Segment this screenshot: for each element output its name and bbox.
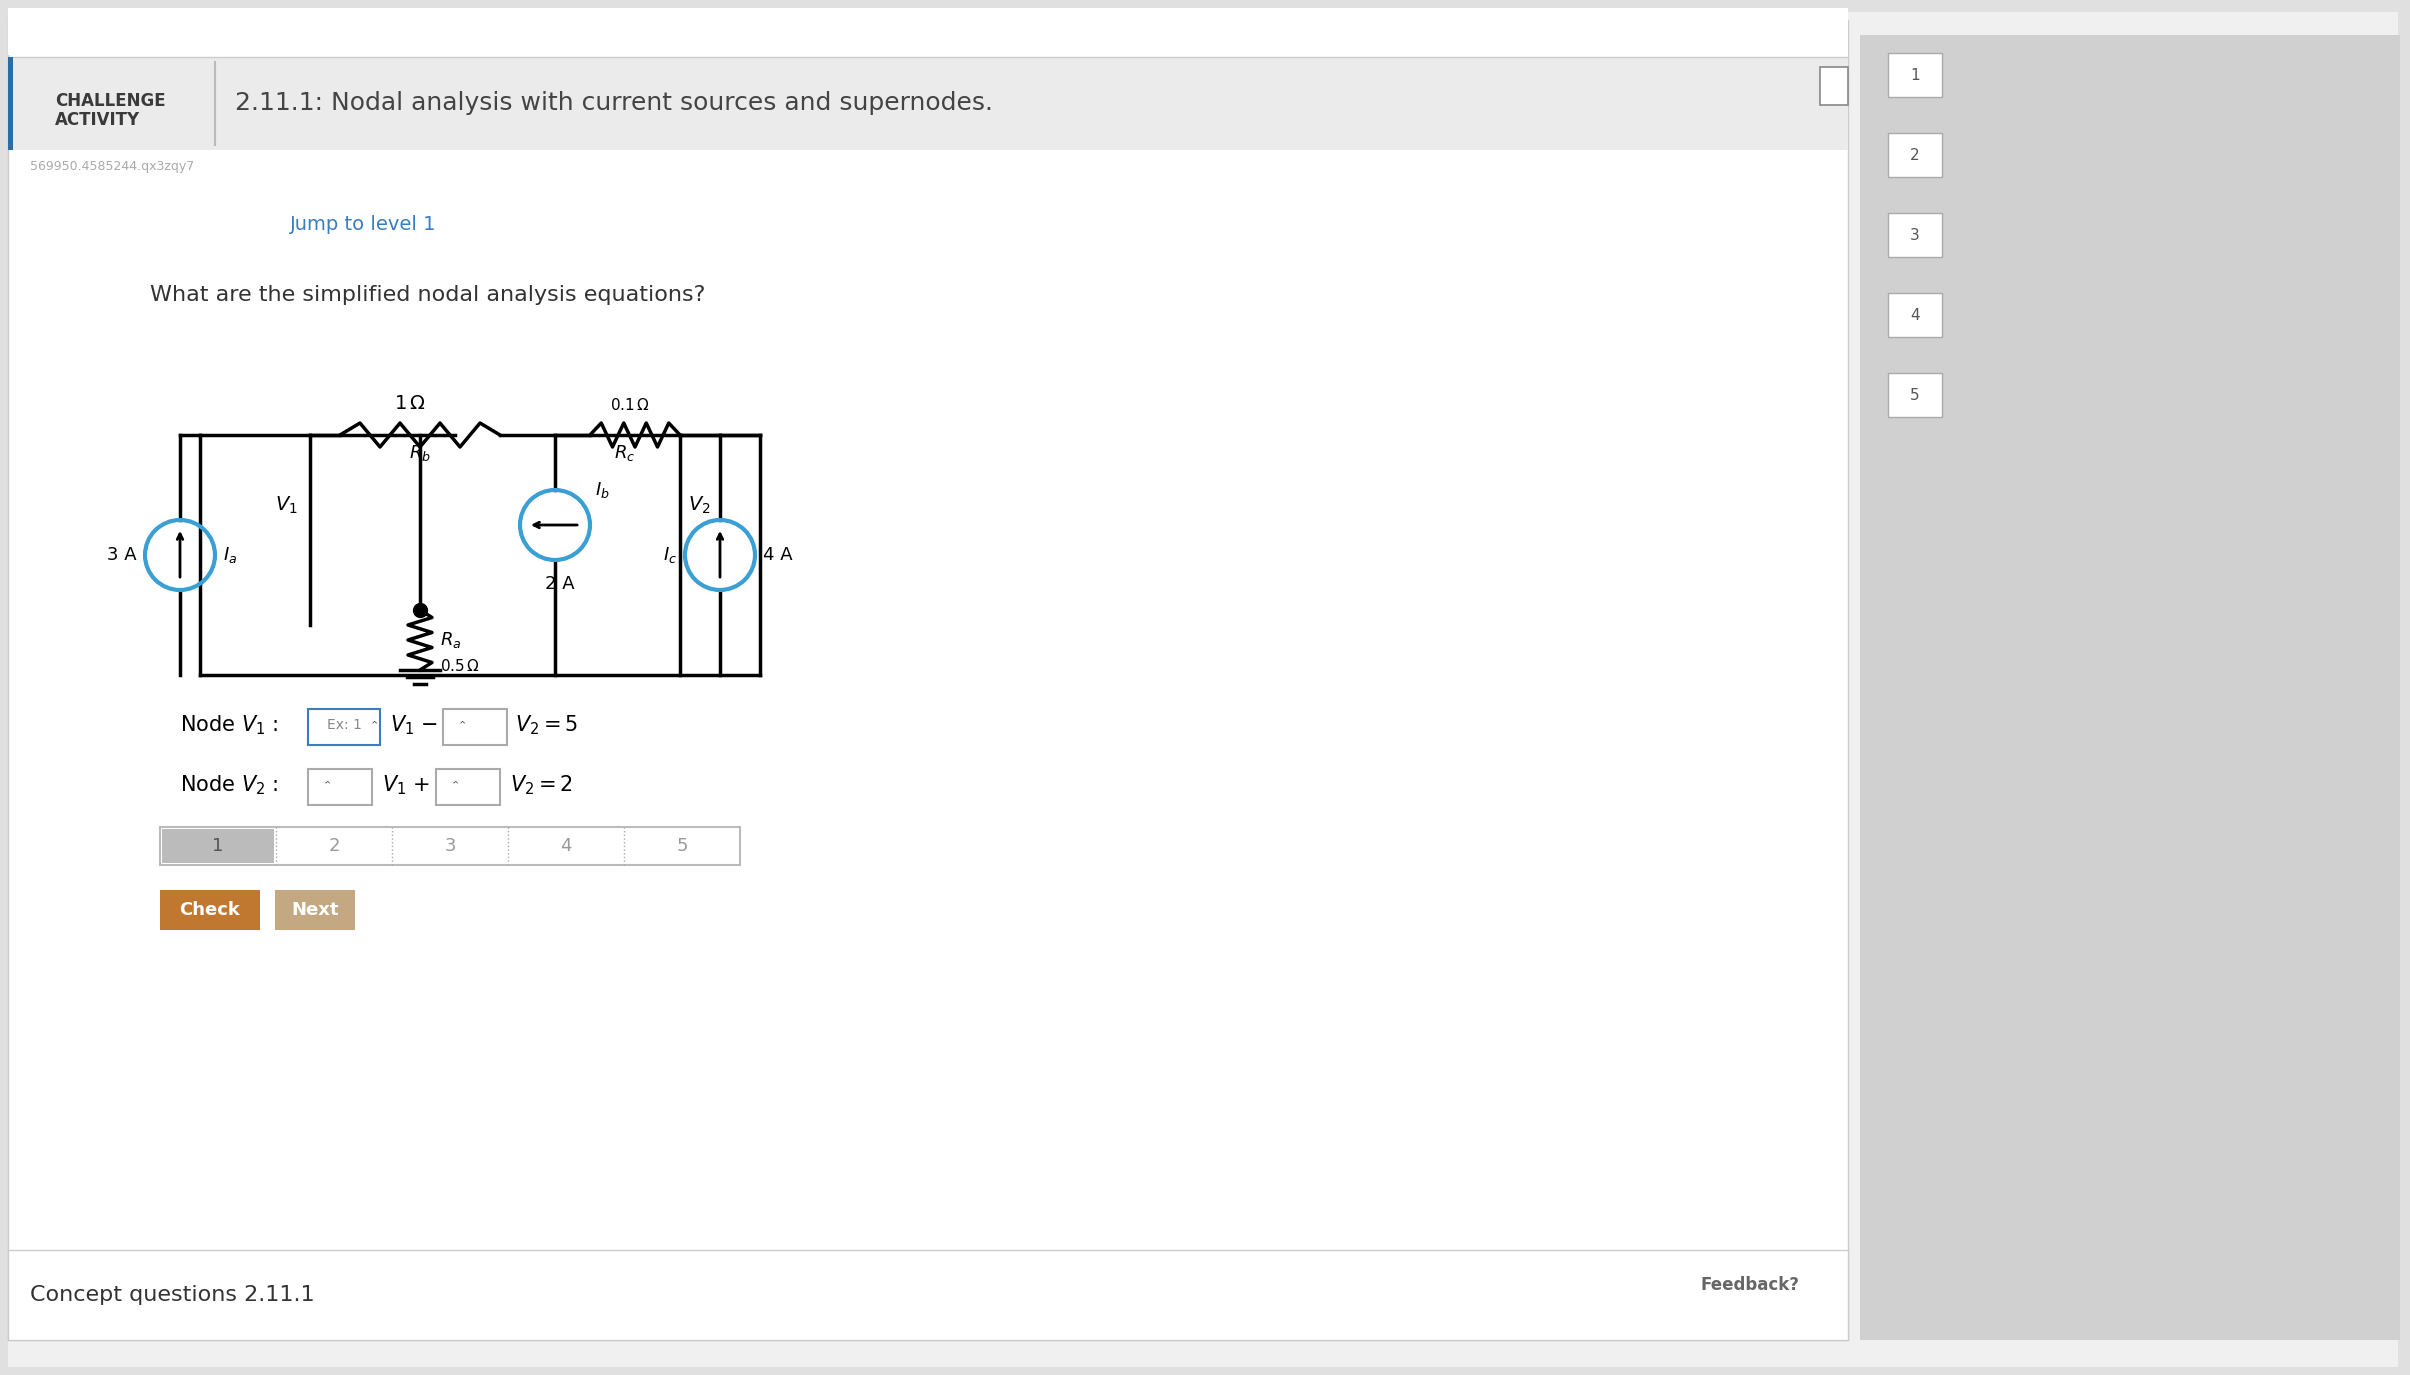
FancyBboxPatch shape [443,710,506,745]
Text: 5: 5 [677,837,687,855]
Bar [7,21,1848,1341]
Bar [7,8,1848,55]
Text: $V_2 = 5$: $V_2 = 5$ [516,714,578,737]
Text: Check: Check [181,901,241,918]
Text: ⌃: ⌃ [323,780,333,791]
Text: 2 A: 2 A [545,575,576,593]
FancyBboxPatch shape [275,890,354,930]
FancyBboxPatch shape [1887,54,1942,98]
Text: Next: Next [292,901,340,918]
FancyBboxPatch shape [436,769,499,804]
FancyBboxPatch shape [159,826,740,865]
Text: Concept questions 2.11.1: Concept questions 2.11.1 [29,1286,316,1305]
Text: 3: 3 [443,837,455,855]
Text: $V_2 = 2$: $V_2 = 2$ [511,773,574,796]
Text: 3: 3 [1911,227,1921,242]
FancyBboxPatch shape [1887,133,1942,177]
Text: Node $V_2$ :: Node $V_2$ : [181,773,280,796]
FancyBboxPatch shape [7,12,2398,1367]
Text: What are the simplified nodal analysis equations?: What are the simplified nodal analysis e… [149,285,706,305]
Text: ⌃: ⌃ [451,780,460,791]
Text: Node $V_1$ :: Node $V_1$ : [181,714,280,737]
Text: $V_1$ +: $V_1$ + [383,773,431,796]
Text: 2: 2 [1911,147,1921,162]
Bar [7,1250,1848,1341]
FancyBboxPatch shape [308,769,371,804]
Text: $0.1\,\Omega$: $0.1\,\Omega$ [610,397,651,412]
FancyBboxPatch shape [308,710,381,745]
Text: $R_c$: $R_c$ [615,443,636,463]
Text: $1\,\Omega$: $1\,\Omega$ [395,395,427,412]
Text: ACTIVITY: ACTIVITY [55,111,140,129]
Text: 2.11.1: Nodal analysis with current sources and supernodes.: 2.11.1: Nodal analysis with current sour… [236,91,993,116]
Text: $V_1$: $V_1$ [275,495,299,516]
Text: Jump to level 1: Jump to level 1 [289,214,436,234]
Text: ⌃: ⌃ [458,720,468,730]
Text: $0.5\,\Omega$: $0.5\,\Omega$ [441,659,480,674]
Text: $I_a$: $I_a$ [224,544,236,565]
Text: Ex: 1: Ex: 1 [328,718,362,732]
Text: $R_a$: $R_a$ [441,630,460,650]
Text: 4: 4 [1911,308,1921,323]
FancyBboxPatch shape [1820,67,1848,104]
Text: $V_2$: $V_2$ [687,495,711,516]
Bar [161,829,275,864]
Text: 3 A: 3 A [108,546,137,564]
Text: $I_b$: $I_b$ [595,480,610,500]
Text: CHALLENGE: CHALLENGE [55,92,166,110]
Bar [1861,34,2400,1341]
Bar [7,56,12,150]
Text: 4 A: 4 A [764,546,793,564]
Text: $I_c$: $I_c$ [663,544,677,565]
Text: ⌃: ⌃ [371,720,378,730]
FancyBboxPatch shape [1887,293,1942,337]
FancyBboxPatch shape [1887,373,1942,417]
Text: $R_b$: $R_b$ [410,443,431,463]
Bar [7,56,1848,150]
Text: Feedback?: Feedback? [1701,1276,1800,1294]
Text: 2: 2 [328,837,340,855]
FancyBboxPatch shape [1887,213,1942,257]
Text: 1: 1 [212,837,224,855]
Text: 1: 1 [1911,67,1921,82]
Text: $V_1$ −: $V_1$ − [390,714,439,737]
Text: 4: 4 [559,837,571,855]
Text: 5: 5 [1911,388,1921,403]
FancyBboxPatch shape [159,890,260,930]
Text: 569950.4585244.qx3zqy7: 569950.4585244.qx3zqy7 [29,160,195,173]
